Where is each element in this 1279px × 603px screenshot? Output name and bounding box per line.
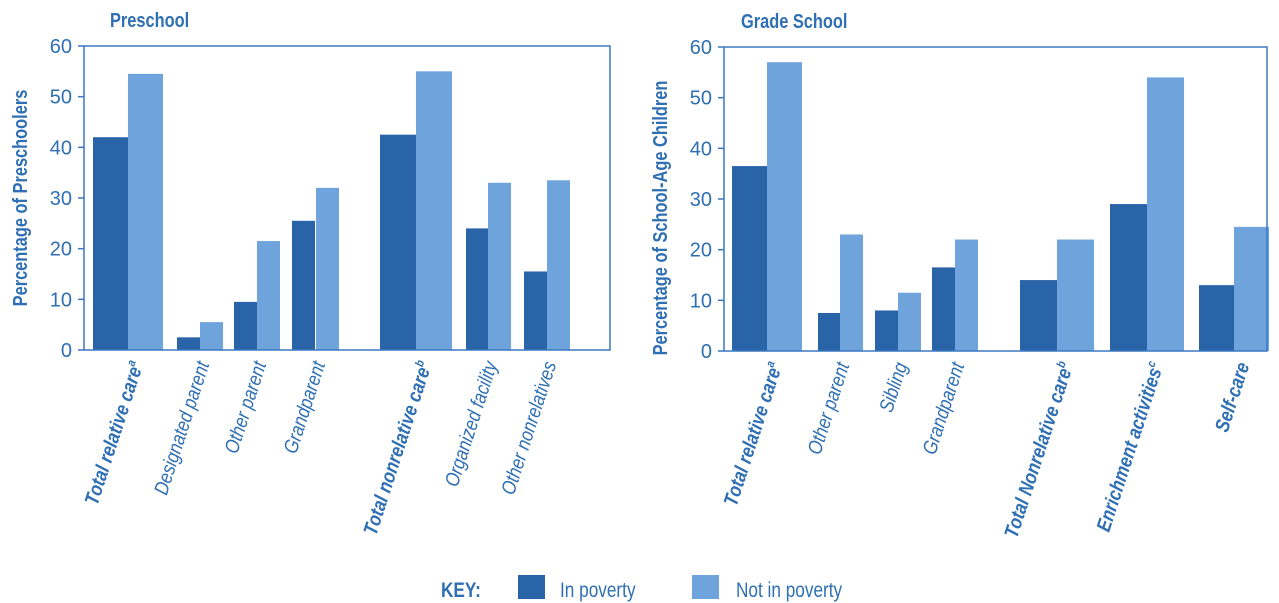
- bar-in-poverty-sibling: [875, 310, 898, 351]
- y-tick-label: 10: [50, 289, 72, 311]
- bar-in-poverty-organized-facility: [466, 228, 489, 350]
- y-tick-label: 60: [690, 37, 712, 59]
- bar-not-in-poverty-total-nonrelative-care: [1057, 239, 1094, 351]
- bar-not-in-poverty-grandparent: [316, 187, 339, 350]
- x-tick-label: Total Nonrelative careb: [1000, 359, 1078, 540]
- plot-area-frame: [83, 45, 611, 351]
- bar-not-in-poverty-other-nonrelatives: [547, 180, 570, 350]
- y-tick-label: 30: [50, 188, 72, 210]
- bar-in-poverty-total-relative-care: [732, 166, 767, 351]
- bar-not-in-poverty-other-parent: [257, 241, 280, 350]
- bar-not-in-poverty-other-parent: [840, 234, 863, 351]
- bar-in-poverty-total-relative-care: [93, 137, 128, 350]
- y-tick-label: 30: [690, 189, 712, 211]
- y-tick-label: 0: [701, 341, 712, 363]
- legend-swatch-not-in-poverty: [692, 575, 719, 599]
- legend-label-not-in-poverty: Not in poverty: [736, 580, 843, 603]
- y-tick-label: 50: [50, 87, 72, 109]
- bar-not-in-poverty-enrichment-activities: [1147, 77, 1184, 352]
- bar-in-poverty-other-parent: [234, 301, 257, 350]
- bar-in-poverty-self-care: [1199, 285, 1234, 351]
- chart-title: Grade School: [741, 9, 847, 32]
- grade-school-chart: Grade School Percentage of School-Age Chi…: [648, 9, 1269, 540]
- y-tick-label: 20: [690, 240, 712, 262]
- x-tick-label: Total relative carea: [80, 358, 148, 507]
- x-tick-label: Grandparent: [279, 358, 330, 456]
- y-tick-label: 20: [50, 239, 72, 261]
- bar-in-poverty-grandparent: [292, 220, 315, 350]
- bar-not-in-poverty-total-relative-care: [128, 73, 163, 350]
- bar-in-poverty-other-parent: [818, 313, 841, 351]
- y-tick-label: 40: [690, 138, 712, 160]
- y-axis-label: Percentage of Preschoolers: [8, 90, 31, 307]
- y-tick-label: 0: [61, 340, 72, 362]
- y-tick-label: 60: [50, 36, 72, 58]
- bar-in-poverty-total-nonrelative-care: [1020, 280, 1057, 351]
- bar-not-in-poverty-organized-facility: [488, 182, 511, 350]
- plot-area-frame: [723, 46, 1268, 352]
- x-tick-label: Sibling: [874, 359, 911, 415]
- x-tick-label: Organized facility: [440, 357, 502, 489]
- bar-in-poverty-grandparent: [932, 267, 955, 351]
- x-tick-label: Self-care: [1210, 359, 1254, 434]
- x-tick-label: Grandparent: [918, 359, 969, 457]
- bar-in-poverty-other-nonrelatives: [524, 271, 547, 350]
- x-tick-label: Enrichment activitiesc: [1092, 359, 1168, 535]
- x-tick-label: Other nonrelatives: [496, 358, 560, 497]
- bar-not-in-poverty-grandparent: [955, 239, 978, 351]
- legend-label-in-poverty: In poverty: [560, 580, 636, 603]
- legend-swatch-in-poverty: [518, 575, 545, 599]
- legend: KEY: In poverty Not in poverty: [441, 575, 843, 602]
- bar-in-poverty-total-nonrelative-care: [380, 134, 416, 350]
- bar-not-in-poverty-total-nonrelative-care: [416, 71, 452, 350]
- x-tick-label: Total nonrelative careb: [359, 358, 437, 537]
- bar-not-in-poverty-designated-parent: [200, 322, 223, 350]
- x-tick-label: Other parent: [803, 359, 854, 457]
- y-axis-label: Percentage of School-Age Children: [648, 81, 671, 356]
- x-tick-label: Other parent: [220, 358, 271, 456]
- y-tick-label: 10: [690, 290, 712, 312]
- bar-in-poverty-designated-parent: [177, 337, 200, 350]
- x-tick-label: Total relative carea: [719, 359, 787, 508]
- y-tick-label: 50: [690, 88, 712, 110]
- bar-not-in-poverty-sibling: [898, 292, 921, 351]
- bar-not-in-poverty-self-care: [1234, 226, 1269, 351]
- bar-not-in-poverty-total-relative-care: [767, 62, 802, 351]
- legend-key-label: KEY:: [441, 580, 481, 603]
- y-tick-label: 40: [50, 137, 72, 159]
- chart-title: Preschool: [110, 8, 189, 31]
- bar-in-poverty-enrichment-activities: [1110, 204, 1147, 351]
- x-tick-label: Designated parent: [149, 358, 214, 498]
- preschool-chart: Preschool Percentage of Preschoolers 0 10 20…: [8, 8, 611, 538]
